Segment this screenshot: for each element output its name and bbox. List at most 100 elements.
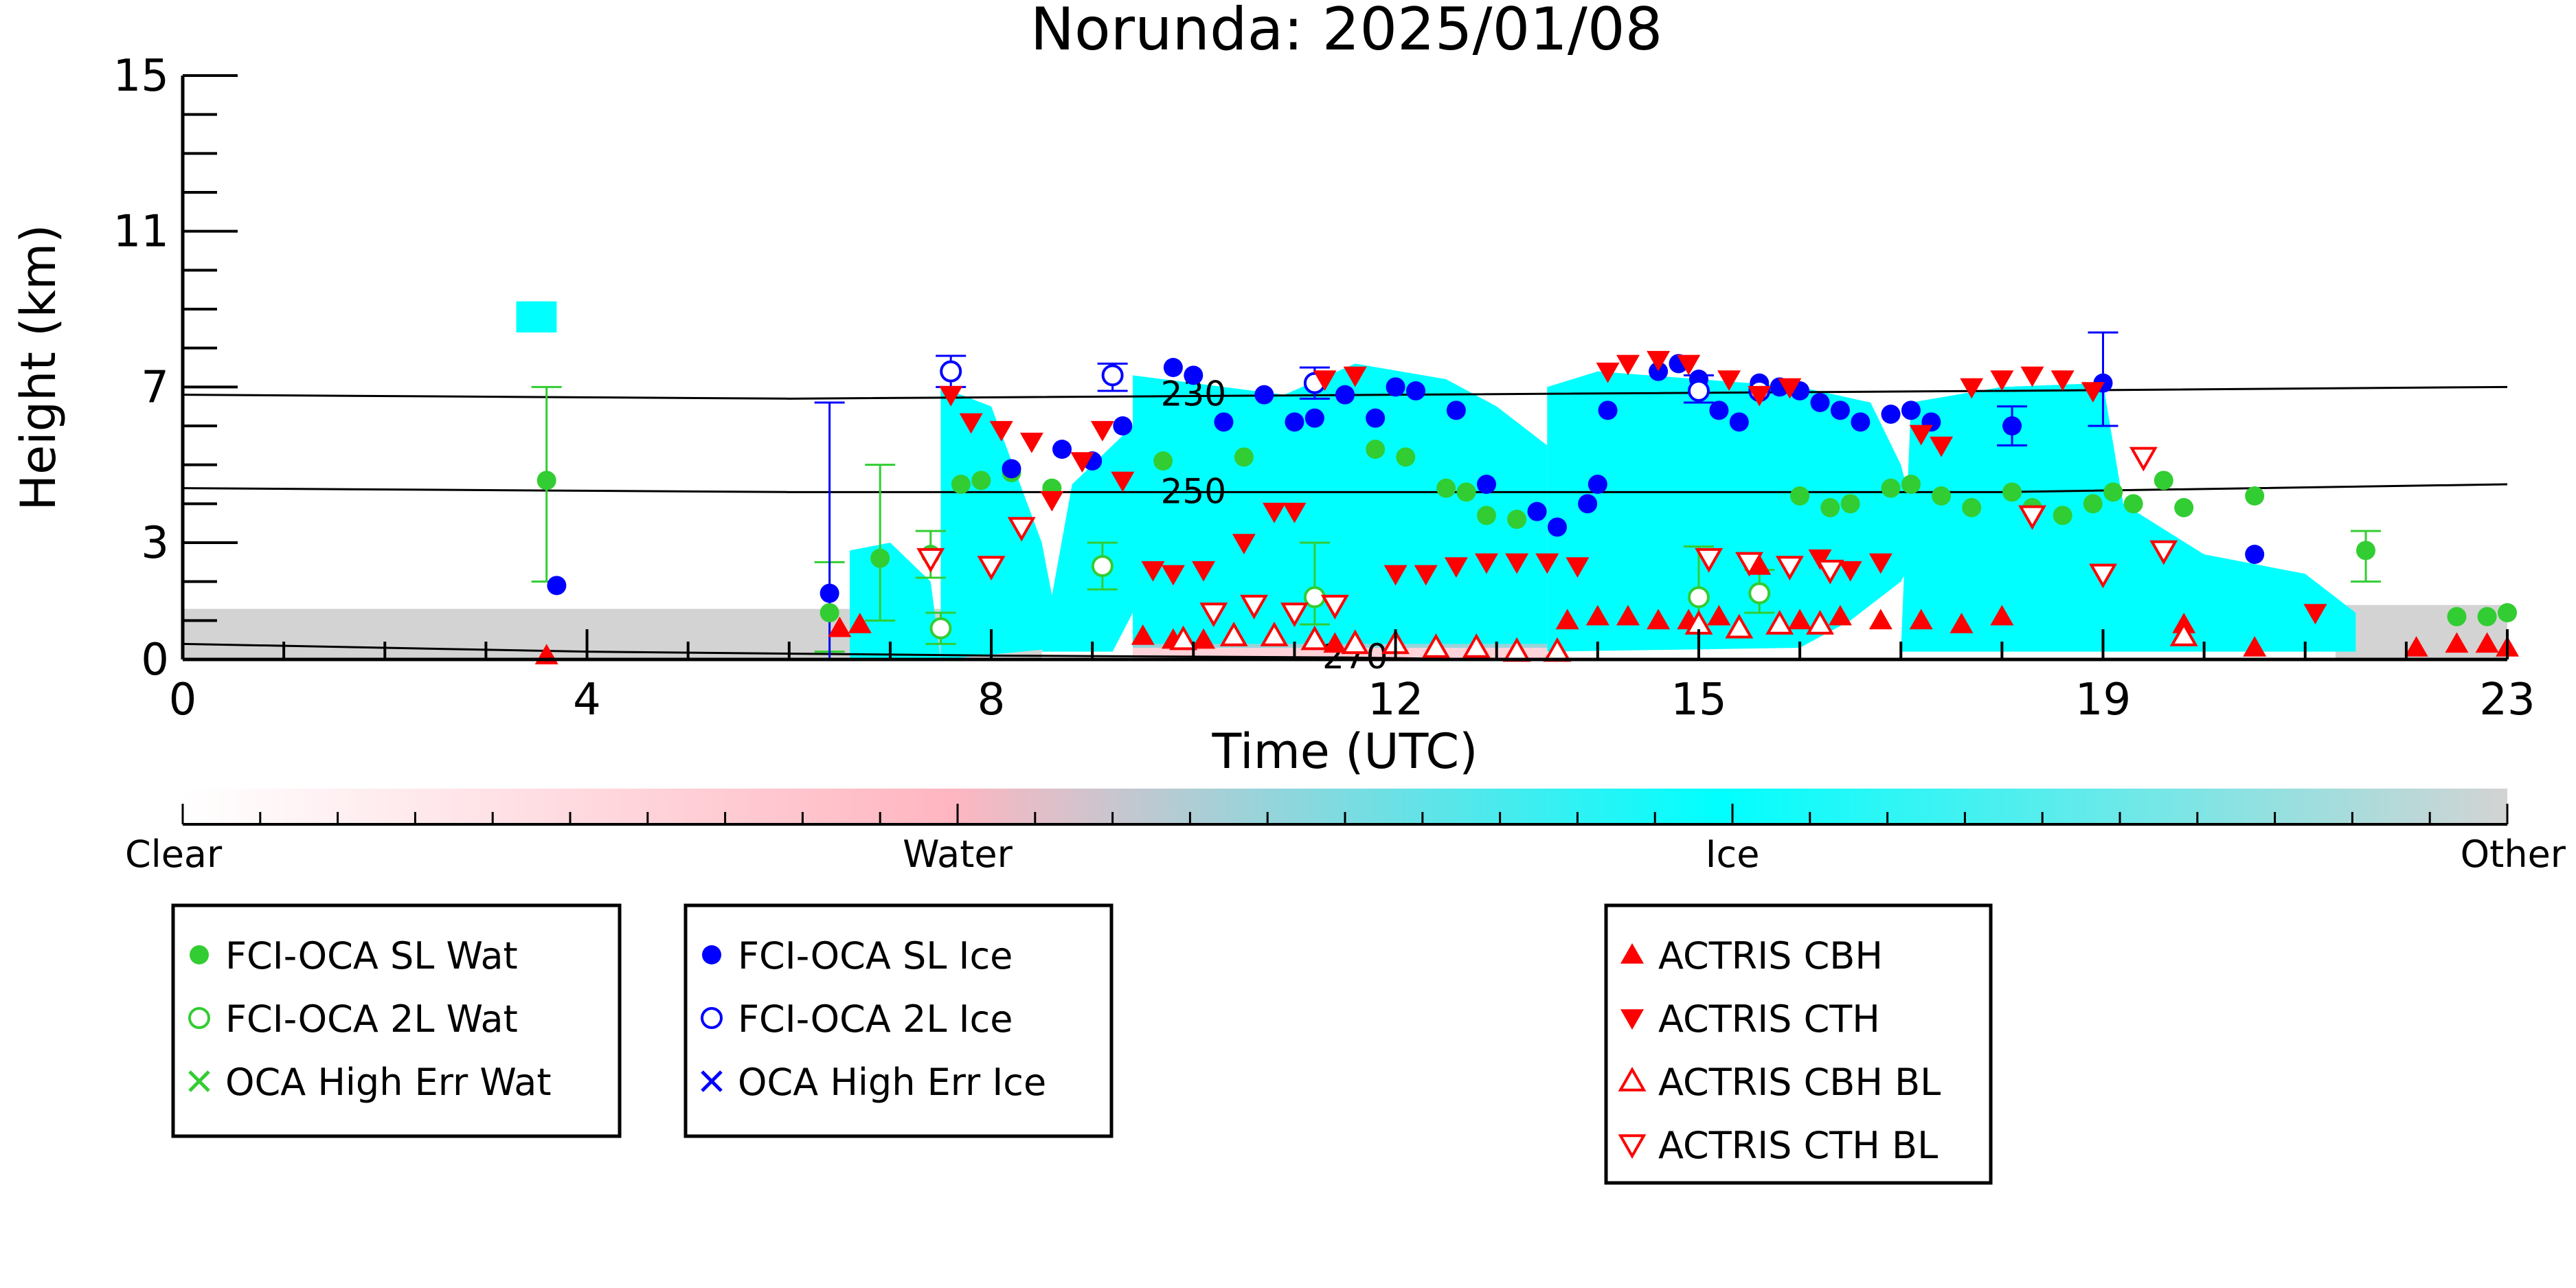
point-fci-oca-sl-wat — [951, 475, 971, 494]
point-actris-cth — [1019, 432, 1043, 453]
point-fci-oca-sl-ice — [1729, 412, 1749, 432]
point-fci-oca-sl-ice — [1254, 385, 1274, 405]
point-actris-cth-bl — [1816, 559, 1844, 585]
point-fci-oca-sl-wat — [2356, 541, 2376, 561]
point-actris-cth — [1930, 436, 1954, 457]
legend-label: ACTRIS CBH BL — [1658, 1061, 1941, 1104]
point-actris-cbh-bl — [2169, 621, 2198, 646]
point-actris-cbh — [1323, 632, 1347, 653]
point-actris-cth — [1070, 452, 1094, 473]
contour-line-250 — [182, 483, 2508, 493]
legends: FCI-OCA SL Wat FCI-OCA 2L Wat OCA High Err… — [171, 903, 1993, 1185]
legend-marker — [1618, 1134, 1647, 1160]
point-actris-cth — [2303, 604, 2327, 624]
point-actris-cth-bl — [1735, 552, 1763, 577]
point-actris-cth — [1040, 490, 1064, 512]
point-actris-cbh — [1868, 609, 1893, 630]
y-tick-label: 11 — [113, 207, 169, 258]
point-fci-oca-2l-ice — [940, 360, 962, 383]
legend-label: FCI-OCA SL Wat — [225, 934, 518, 978]
point-fci-oca-sl-wat — [1436, 478, 1456, 498]
point-fci-oca-sl-ice — [547, 576, 567, 596]
point-actris-cth-bl — [1240, 594, 1269, 620]
ice-region — [940, 387, 1063, 659]
point-fci-oca-sl-ice — [1901, 400, 1921, 420]
point-actris-cth — [1868, 553, 1893, 574]
point-fci-oca-sl-ice — [1285, 412, 1304, 432]
colorbar-label-water: Water — [903, 833, 1013, 876]
legend-marker — [1620, 943, 1644, 964]
point-fci-oca-2l-ice — [1101, 364, 1124, 387]
point-fci-oca-sl-wat — [1507, 510, 1527, 529]
point-actris-cth — [1192, 561, 1216, 582]
point-actris-cbh — [1950, 613, 1974, 633]
point-actris-cbh — [2243, 636, 2267, 657]
x-tick-label: 12 — [1368, 675, 1423, 725]
point-actris-cbh — [848, 613, 872, 633]
data-markers — [534, 350, 2519, 665]
point-fci-oca-2l-ice — [1687, 380, 1710, 402]
point-actris-cth — [1990, 370, 2014, 391]
point-actris-cth-bl — [916, 547, 945, 573]
point-actris-cbh — [1192, 628, 1216, 649]
point-actris-cth — [2020, 366, 2044, 387]
point-actris-cth — [1232, 534, 1256, 554]
legend-label: FCI-OCA 2L Wat — [225, 997, 518, 1041]
x-tick-label: 4 — [573, 675, 601, 725]
point-fci-oca-sl-ice — [1446, 400, 1466, 420]
point-fci-oca-sl-wat — [2154, 471, 2173, 490]
point-fci-oca-sl-wat — [1901, 475, 1921, 494]
point-actris-cth — [1717, 370, 1741, 391]
point-actris-cbh — [1990, 605, 2014, 626]
point-actris-cbh — [1647, 609, 1671, 630]
point-fci-oca-sl-wat — [2498, 603, 2517, 622]
legend-label: ACTRIS CBH — [1658, 934, 1883, 978]
point-fci-oca-2l-wat — [1687, 586, 1710, 609]
point-fci-oca-sl-ice — [1830, 400, 1850, 420]
legend-marker — [190, 945, 209, 964]
point-actris-cth-bl — [2089, 563, 2117, 589]
point-fci-oca-sl-ice — [2245, 545, 2265, 564]
point-fci-oca-sl-wat — [2103, 482, 2123, 502]
colorbar-ticks — [181, 804, 2509, 824]
point-fci-oca-sl-ice — [1366, 408, 1386, 428]
point-actris-cbh-bl — [1300, 625, 1329, 651]
point-actris-cth-bl — [1007, 517, 1036, 542]
colorbar-label-other: Other — [2461, 833, 2566, 876]
ice-region — [850, 543, 941, 659]
point-actris-cth — [1383, 565, 1408, 586]
legend-marker — [1620, 1009, 1644, 1030]
point-fci-oca-sl-wat — [1840, 494, 1860, 514]
point-actris-cth — [1263, 502, 1287, 523]
x-tick-label: 0 — [169, 675, 197, 725]
legend-box — [683, 903, 1114, 1138]
point-actris-cth — [1343, 366, 1367, 387]
legend-marker — [702, 945, 721, 964]
point-actris-cbh — [1909, 609, 1933, 630]
point-fci-oca-sl-wat — [2174, 498, 2194, 517]
point-fci-oca-sl-ice — [1527, 501, 1547, 521]
point-actris-cth — [1748, 385, 1772, 407]
point-fci-oca-sl-ice — [1578, 494, 1598, 514]
point-fci-oca-2l-wat — [1091, 555, 1114, 577]
point-fci-oca-sl-ice — [1810, 393, 1830, 412]
point-fci-oca-sl-wat — [2053, 506, 2072, 526]
point-actris-cth — [1616, 354, 1640, 376]
chart-title: Norunda: 2025/01/08 — [1030, 0, 1663, 64]
point-actris-cbh-bl — [1462, 633, 1491, 658]
point-actris-cbh — [828, 616, 852, 637]
point-fci-oca-sl-wat — [2083, 494, 2103, 514]
point-actris-cth — [2050, 370, 2075, 391]
point-fci-oca-sl-ice — [1002, 459, 1021, 479]
point-actris-cth-bl — [2018, 505, 2046, 530]
point-fci-oca-sl-wat — [820, 603, 839, 622]
legend-label: OCA High Err Wat — [225, 1061, 552, 1104]
point-fci-oca-sl-ice — [1304, 408, 1324, 428]
point-fci-oca-sl-wat — [536, 471, 556, 490]
point-fci-oca-sl-wat — [1932, 486, 1952, 506]
point-actris-cth — [1535, 553, 1559, 574]
x-tick-label: 23 — [2479, 675, 2535, 725]
colorbar-labels: Clear Water Ice Other — [125, 833, 2566, 876]
point-actris-cbh-bl — [1806, 609, 1834, 635]
point-actris-cth — [1566, 557, 1590, 578]
